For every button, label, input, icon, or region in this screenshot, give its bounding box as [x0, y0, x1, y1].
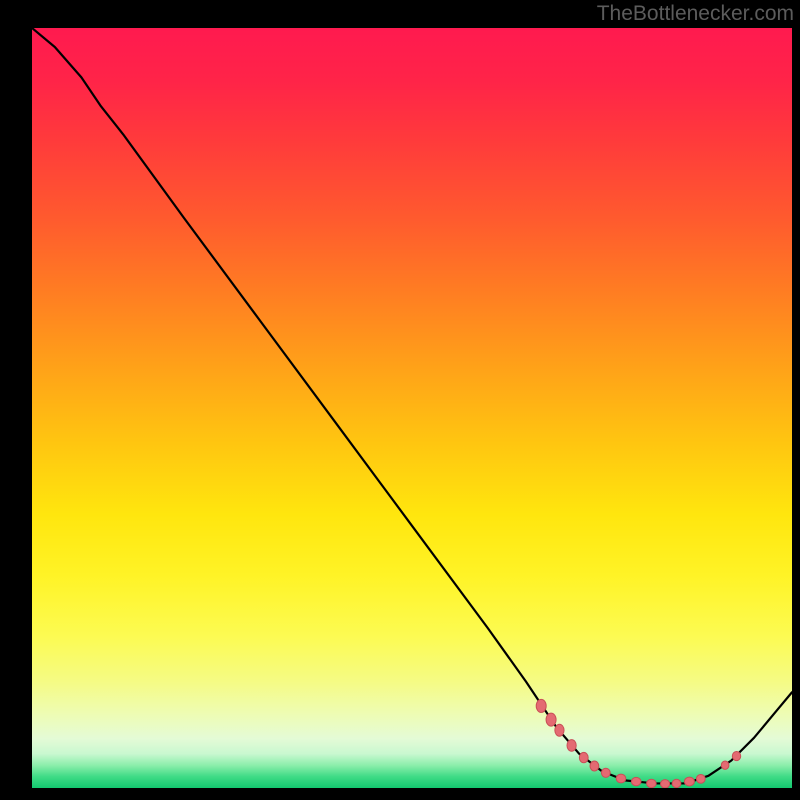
marker-dot	[721, 761, 729, 769]
marker-dot	[579, 752, 588, 762]
marker-dot	[732, 751, 740, 760]
watermark-text: TheBottlenecker.com	[597, 2, 794, 26]
marker-dot	[660, 780, 669, 788]
marker-dot	[555, 724, 564, 736]
gradient-background	[32, 28, 792, 788]
marker-dot	[631, 777, 641, 785]
marker-dot	[684, 777, 694, 786]
marker-dot	[647, 779, 657, 787]
plot-svg	[32, 28, 792, 788]
marker-dot	[601, 768, 610, 777]
marker-dot	[696, 774, 705, 783]
marker-dot	[536, 699, 546, 712]
canvas-root: TheBottlenecker.com	[0, 0, 800, 800]
marker-dot	[672, 779, 681, 787]
marker-dot	[546, 713, 556, 726]
marker-dot	[616, 774, 626, 783]
marker-dot	[590, 761, 599, 771]
plot-frame	[32, 28, 792, 788]
marker-dot	[567, 740, 576, 752]
